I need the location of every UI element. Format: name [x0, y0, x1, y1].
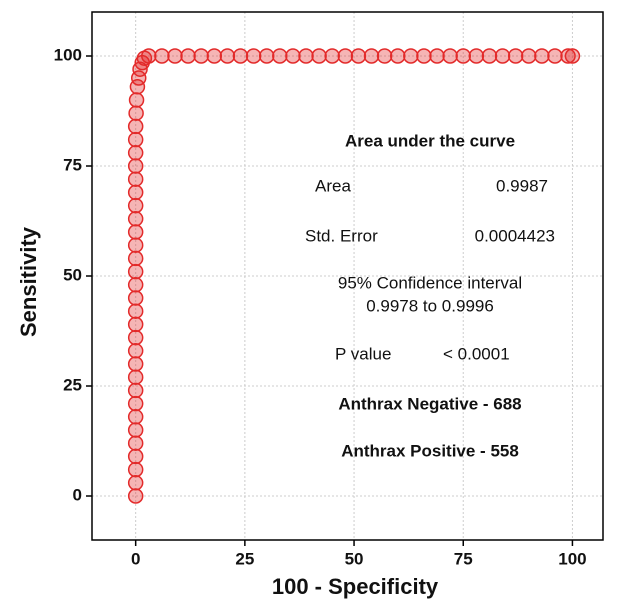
point: [272, 48, 288, 64]
point: [127, 435, 144, 451]
point: [127, 224, 144, 240]
point: [389, 48, 406, 64]
point: [127, 316, 144, 333]
y-tick-label: 25: [63, 375, 82, 394]
point: [193, 48, 209, 64]
point: [219, 48, 236, 64]
point: [127, 277, 144, 293]
point: [127, 118, 144, 135]
point: [534, 48, 550, 64]
point: [127, 197, 144, 214]
x-axis-label: 100 - Specificity: [272, 574, 439, 599]
y-axis-label: Sensitivity: [16, 226, 41, 337]
point: [127, 475, 144, 491]
y-tick-label: 0: [73, 485, 82, 504]
point: [127, 356, 144, 372]
annotation-title: Area under the curve: [345, 131, 515, 150]
point: [311, 48, 327, 64]
annotation-value: 0.9978 to 0.9996: [366, 296, 494, 315]
point: [376, 48, 393, 64]
point: [127, 263, 144, 280]
point: [258, 48, 275, 64]
point: [127, 422, 144, 438]
plot-frame: [91, 11, 604, 541]
annotation-value: 0.9987: [496, 176, 548, 195]
point: [127, 343, 144, 359]
point: [468, 48, 485, 64]
x-tick-label: 25: [235, 549, 254, 568]
point: [350, 48, 367, 64]
x-tick-label: 50: [345, 549, 364, 568]
point: [127, 448, 144, 465]
point: [547, 48, 563, 64]
y-tick-label: 75: [63, 155, 82, 174]
point: [232, 48, 249, 64]
annotation-text: Anthrax Positive - 558: [341, 441, 519, 460]
point: [128, 92, 145, 108]
point: [298, 48, 314, 64]
point: [141, 48, 157, 64]
annotation-label: Area: [315, 176, 351, 195]
annotation-label: Std. Error: [305, 226, 378, 245]
x-tick-label: 0: [131, 549, 140, 568]
point: [560, 48, 576, 64]
point: [127, 171, 144, 187]
point: [442, 48, 458, 64]
point: [127, 145, 144, 161]
point: [494, 48, 511, 64]
point: [128, 105, 144, 121]
point: [127, 488, 144, 504]
point: [285, 48, 301, 64]
point: [337, 48, 354, 64]
x-tick-label: 75: [454, 549, 473, 568]
point: [180, 48, 196, 64]
y-tick-label: 50: [63, 265, 82, 284]
point: [521, 48, 537, 64]
point: [363, 48, 380, 64]
point: [206, 48, 223, 64]
point: [429, 48, 445, 64]
point: [481, 48, 498, 64]
point: [127, 329, 144, 346]
point: [127, 369, 144, 385]
point: [154, 48, 170, 64]
annotation-text: Anthrax Negative - 688: [338, 394, 521, 413]
point: [127, 290, 144, 306]
y-tick-label: 100: [54, 45, 82, 64]
point: [245, 48, 262, 64]
point: [403, 48, 419, 64]
point: [127, 395, 144, 412]
point: [127, 409, 144, 425]
annotation-label: P value: [335, 344, 391, 363]
annotation-value: 0.0004423: [475, 226, 555, 245]
point: [416, 48, 432, 64]
point: [127, 184, 144, 201]
x-tick-label: 100: [558, 549, 586, 568]
point: [127, 158, 144, 174]
point: [324, 48, 340, 64]
point: [127, 303, 144, 319]
annotation-value: < 0.0001: [443, 344, 510, 363]
annotation-label: 95% Confidence interval: [338, 273, 522, 292]
point: [127, 250, 144, 267]
point: [564, 48, 581, 64]
point: [127, 211, 144, 227]
point: [127, 237, 144, 253]
point: [127, 131, 144, 148]
point: [167, 48, 183, 64]
point: [127, 382, 144, 399]
point: [507, 48, 524, 64]
point: [127, 461, 144, 478]
point: [455, 48, 471, 64]
